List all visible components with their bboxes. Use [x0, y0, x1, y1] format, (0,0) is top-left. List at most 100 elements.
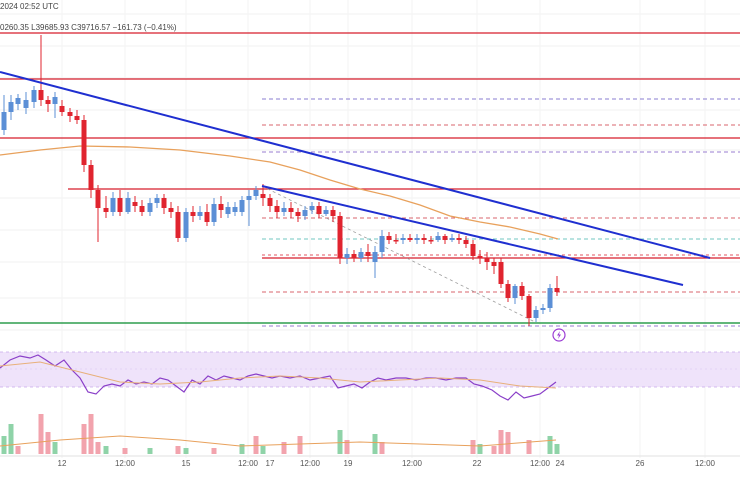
- candle-body-12: [88, 165, 94, 190]
- candle-body-31: [225, 207, 231, 214]
- candle-body-27: [197, 212, 203, 216]
- candle-body-36: [260, 194, 266, 198]
- volume-bar-26: [491, 446, 497, 454]
- volume-bar-1: [8, 424, 14, 454]
- candle-body-19: [139, 206, 145, 212]
- header-time: 2024 02:52 UTC: [0, 2, 59, 11]
- volume-bar-12: [175, 446, 181, 454]
- candle-body-74: [526, 296, 532, 318]
- volume-bar-25: [477, 444, 483, 454]
- candle-body-16: [117, 198, 123, 212]
- volume-bar-0: [1, 436, 7, 454]
- volume-bar-19: [297, 436, 303, 454]
- candle-body-17: [125, 198, 131, 212]
- candle-body-73: [519, 286, 525, 296]
- candle-body-3: [23, 100, 29, 108]
- candle-body-21: [154, 198, 160, 203]
- candle-body-26: [190, 212, 196, 216]
- volume-bar-14: [211, 448, 217, 454]
- candle-body-56: [400, 238, 406, 240]
- candle-body-5: [38, 90, 44, 100]
- volume-bar-29: [526, 440, 532, 454]
- candle-body-78: [554, 288, 560, 292]
- volume-bar-30: [547, 436, 553, 454]
- volume-bar-5: [52, 442, 58, 454]
- candle-body-37: [267, 198, 273, 206]
- trendline-upper: [0, 71, 711, 259]
- x-tick-6: 19: [344, 459, 353, 468]
- candle-body-60: [428, 240, 434, 242]
- candle-body-33: [239, 200, 245, 212]
- fib-diagonal: [261, 185, 536, 323]
- candle-body-52: [372, 252, 378, 262]
- candle-body-61: [435, 236, 441, 240]
- volume-bar-31: [554, 444, 560, 454]
- candle-body-0: [1, 112, 7, 130]
- candle-body-15: [110, 198, 116, 212]
- candle-body-48: [344, 254, 350, 258]
- candle-body-32: [232, 207, 238, 212]
- candle-body-18: [132, 202, 138, 206]
- candle-body-53: [379, 236, 385, 252]
- volume-bar-24: [470, 440, 476, 454]
- candle-body-77: [547, 288, 553, 308]
- volume-bar-11: [147, 448, 153, 454]
- volume-bar-13: [183, 448, 189, 454]
- candle-body-58: [414, 238, 420, 240]
- volume-bar-10: [122, 448, 128, 454]
- x-axis: 12 12:00 15 12:00 17 12:00 19 12:00 22 12:00 24 26 1…: [0, 455, 740, 468]
- candle-body-25: [183, 212, 189, 238]
- x-tick-4: 17: [266, 459, 275, 468]
- candle-body-66: [470, 244, 476, 256]
- x-tick-8: 22: [473, 459, 482, 468]
- candle-body-24: [175, 212, 181, 238]
- candle-body-9: [67, 112, 73, 116]
- candle-body-14: [103, 208, 109, 212]
- volume-bar-2: [15, 446, 21, 454]
- candle-body-44: [316, 206, 322, 214]
- rsi-panel: [0, 351, 740, 401]
- candle-body-49: [351, 254, 357, 258]
- volume-bar-4: [45, 432, 51, 454]
- horizontal-levels: [0, 32, 740, 327]
- candle-body-43: [309, 206, 315, 210]
- candle-body-46: [330, 210, 336, 216]
- x-tick-10: 24: [556, 459, 565, 468]
- volume-bar-3: [38, 414, 44, 454]
- candle-body-64: [456, 238, 462, 240]
- volume-bar-7: [88, 414, 94, 454]
- ema-curve: [0, 145, 559, 240]
- volume-bar-17: [260, 446, 266, 454]
- candle-body-23: [168, 208, 174, 212]
- candle-body-70: [498, 262, 504, 284]
- volume-bar-21: [344, 440, 350, 454]
- candle-body-65: [463, 240, 469, 244]
- volume-bar-23: [379, 442, 385, 454]
- candle-body-67: [477, 256, 483, 258]
- candle-body-7: [52, 97, 58, 104]
- x-tick-7: 12:00: [402, 459, 423, 468]
- candle-body-40: [288, 208, 294, 212]
- candle-body-30: [218, 204, 224, 210]
- candle-body-35: [253, 190, 259, 196]
- grid-lines: [0, 0, 740, 458]
- volume-ma-line: [0, 435, 557, 447]
- volume-bar-15: [239, 444, 245, 454]
- candle-body-6: [45, 100, 51, 104]
- candle-body-34: [246, 196, 252, 200]
- volume-bar-6: [81, 424, 87, 454]
- volume-bar-18: [281, 442, 287, 454]
- candle-body-47: [337, 216, 343, 258]
- candle-body-68: [484, 258, 490, 262]
- volume-bar-9: [103, 446, 109, 454]
- candle-body-62: [442, 236, 448, 240]
- x-tick-5: 12:00: [300, 459, 321, 468]
- candle-body-1: [8, 102, 14, 112]
- candle-body-45: [323, 210, 329, 214]
- candle-body-75: [533, 310, 539, 318]
- candle-body-4: [31, 90, 37, 102]
- x-tick-9: 12:00: [530, 459, 551, 468]
- lightning-icon[interactable]: [552, 328, 566, 342]
- volume-bar-20: [337, 430, 343, 454]
- volume-bars: [0, 414, 560, 454]
